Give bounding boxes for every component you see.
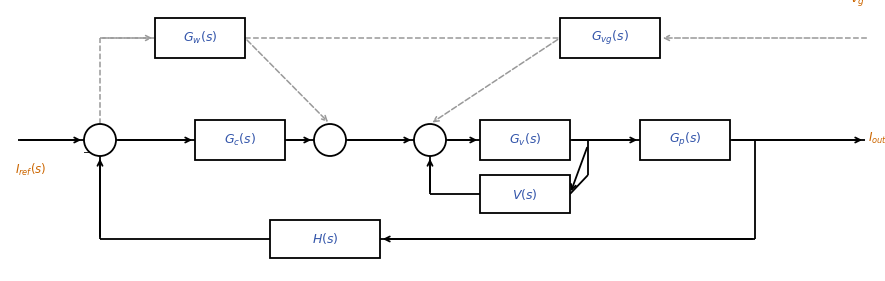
- Bar: [560, 18, 660, 58]
- Text: $-$: $-$: [82, 146, 91, 156]
- Text: $v_g$: $v_g$: [850, 0, 865, 8]
- Text: $G_{vg}(s)$: $G_{vg}(s)$: [591, 29, 629, 47]
- Bar: [155, 18, 245, 58]
- Text: $V(s)$: $V(s)$: [512, 187, 538, 201]
- Text: $G_v(s)$: $G_v(s)$: [509, 132, 542, 148]
- Bar: [195, 120, 285, 160]
- Text: $G_c(s)$: $G_c(s)$: [224, 132, 256, 148]
- Bar: [270, 220, 380, 258]
- Text: $H(s)$: $H(s)$: [312, 232, 338, 246]
- Text: $I_{ref}(s)$: $I_{ref}(s)$: [15, 162, 47, 178]
- Text: $G_w(s)$: $G_w(s)$: [183, 30, 217, 46]
- Bar: [480, 175, 570, 213]
- Bar: [480, 120, 570, 160]
- Text: $I_{out}(s)$: $I_{out}(s)$: [868, 130, 885, 146]
- Text: $G_p(s)$: $G_p(s)$: [668, 131, 702, 149]
- Bar: [640, 120, 730, 160]
